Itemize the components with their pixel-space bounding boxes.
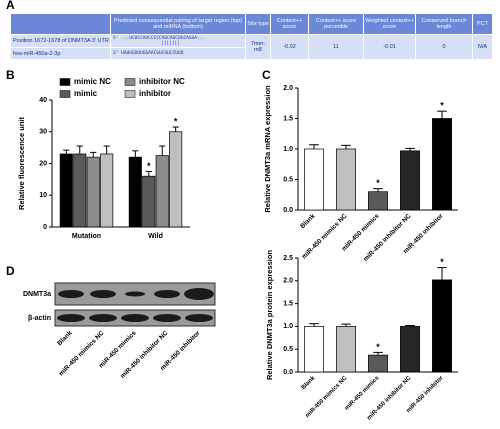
y-tick-label: 2.0	[283, 85, 293, 92]
target-table: Predicted consequential pairing of targe…	[10, 13, 493, 60]
cell: 5' ...UCUCCAUCCCCCAGCAGCUGCAGGA... ||||||…	[110, 34, 246, 48]
blot-band	[90, 290, 116, 298]
cell: -0.02	[270, 34, 309, 60]
header-cell	[10, 13, 111, 35]
bar	[142, 175, 156, 228]
y-tick-label: 1.0	[283, 146, 293, 153]
bar	[336, 148, 356, 211]
blot-band	[58, 290, 84, 298]
header-cell: Weighted context++ score	[363, 13, 416, 35]
bar	[400, 150, 420, 211]
legend-swatch	[124, 78, 136, 86]
x-tick-label: Blank	[299, 212, 317, 230]
bar	[368, 354, 388, 373]
significance: *	[147, 161, 151, 171]
sequence: 5' ...UCUCCAUCCCCCAGCAGCUGCAGGA...	[113, 36, 206, 41]
blot-band	[89, 314, 117, 322]
blot-band	[185, 314, 213, 322]
blot-row-label: DNMT3a	[23, 291, 51, 298]
cell: 0	[415, 34, 473, 60]
bar	[336, 326, 356, 373]
y-tick-label: 0.5	[283, 176, 293, 183]
legend-swatch	[59, 78, 71, 86]
cell: hsa-miR-450a-2-3p	[10, 47, 111, 60]
legend-swatch	[124, 90, 136, 98]
y-tick-label: 30	[39, 129, 47, 136]
y-tick-label: 0.0	[283, 369, 293, 376]
significance: *	[376, 342, 380, 352]
cell: 3' UAUUGUUUGGAACGUCGUCCUUU	[110, 47, 246, 60]
blot-band	[154, 290, 180, 298]
x-tick-label: miR-450 inhibitor	[406, 375, 445, 414]
x-tick-label: Mutation	[72, 233, 101, 240]
legend-swatch	[59, 90, 71, 98]
significance: *	[440, 257, 444, 267]
bar	[59, 153, 73, 228]
table-row: Position 1672-1678 of DNMT3A 3' UTR 5' .…	[10, 34, 493, 60]
significance: *	[174, 116, 178, 126]
x-tick-label: miR-450 mimics	[344, 375, 381, 412]
y-tick-label: 20	[39, 160, 47, 167]
bar	[368, 191, 388, 211]
y-tick-label: 0	[43, 224, 47, 231]
legend-label: mimic NC	[74, 77, 111, 86]
y-axis-label: Relative DNMT3a protein expression	[265, 250, 274, 380]
lane-label: Blank	[56, 329, 74, 347]
bar	[432, 118, 452, 211]
blot-band	[125, 291, 145, 297]
legend-label: inhibitor	[139, 89, 171, 98]
y-tick-label: 0.0	[283, 207, 293, 214]
y-tick-label: 1.5	[283, 115, 293, 122]
cell: 11	[308, 34, 364, 60]
panel-label: A	[6, 0, 15, 12]
cell: -0.01	[363, 34, 416, 60]
x-tick-label: Blank	[301, 375, 317, 391]
panel-label: B	[6, 68, 15, 82]
blot-band	[57, 314, 85, 322]
cell: Position 1672-1678 of DNMT3A 3' UTR	[10, 34, 111, 48]
y-tick-label: 2.0	[283, 278, 293, 285]
cell: N/A	[472, 34, 493, 60]
panel-label: D	[6, 264, 15, 278]
blot-row-label: β-actin	[28, 315, 51, 322]
y-tick-label: 10	[39, 192, 47, 199]
bar	[400, 326, 420, 373]
x-tick-label: Wild	[148, 233, 163, 240]
legend-label: mimic	[74, 89, 98, 98]
blot-band	[121, 314, 149, 322]
y-axis-label: Relative DNMT3a mRNA expression	[263, 85, 272, 213]
y-tick-label: 40	[39, 97, 47, 104]
bar	[155, 155, 169, 228]
cell: 7mer-m8	[245, 34, 271, 60]
bar	[304, 148, 324, 211]
bar	[73, 153, 87, 228]
y-tick-label: 2.5	[283, 255, 293, 262]
blot-band	[184, 288, 214, 300]
bar	[128, 156, 142, 228]
table-row: hsa-miR-450a-2-3p 3' UAUUGUUUGGAACGUCGUC…	[10, 47, 493, 60]
header-cell: Predicted consequential pairing of targe…	[110, 13, 246, 35]
legend-label: inhibitor NC	[139, 77, 185, 86]
y-axis-label: Relative fluorescence unit	[17, 117, 26, 210]
significance: *	[440, 101, 444, 111]
bar	[86, 156, 100, 228]
blot-band	[153, 314, 181, 322]
panel-label: C	[262, 68, 271, 82]
pairing: |||||||	[161, 41, 180, 46]
significance: *	[376, 178, 380, 188]
y-tick-label: 0.5	[283, 346, 293, 353]
bar	[100, 153, 114, 228]
bar	[304, 326, 324, 373]
y-tick-label: 1.0	[283, 323, 293, 330]
bar	[169, 131, 183, 228]
bar	[432, 279, 452, 373]
y-tick-label: 1.5	[283, 300, 293, 307]
